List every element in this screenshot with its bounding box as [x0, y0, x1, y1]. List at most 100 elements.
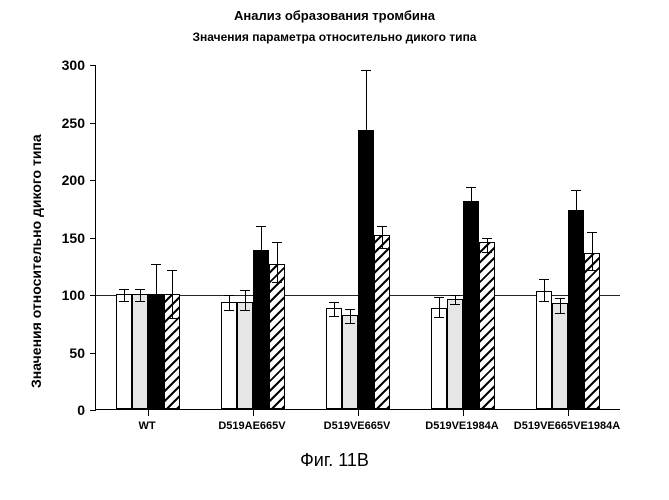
bar: [116, 294, 132, 409]
error-cap: [329, 302, 339, 303]
error-cap: [119, 301, 129, 302]
y-tick-label: 100: [45, 287, 85, 303]
x-tick-label: D519VE665VE1984A: [507, 420, 627, 432]
x-tick-label: WT: [87, 420, 207, 432]
error-cap: [434, 297, 444, 298]
error-cap: [224, 295, 234, 296]
bar: [431, 308, 447, 409]
error-cap: [555, 313, 565, 314]
error-bar: [560, 298, 561, 313]
error-bar: [261, 226, 262, 272]
y-tick-label: 200: [45, 172, 85, 188]
bar: [269, 264, 285, 409]
error-bar: [366, 70, 367, 131]
bar: [326, 308, 342, 409]
error-cap: [450, 304, 460, 305]
error-bar: [245, 290, 246, 310]
error-cap: [256, 272, 266, 273]
error-cap: [135, 289, 145, 290]
x-tick-label: D519VE665V: [297, 420, 417, 432]
bar: [148, 294, 164, 409]
bar: [342, 315, 358, 409]
error-bar: [124, 289, 125, 301]
error-cap: [377, 248, 387, 249]
bar: [237, 302, 253, 409]
error-bar: [382, 226, 383, 248]
chart-container: Анализ образования тромбина Значения пар…: [0, 0, 669, 500]
y-tick: [90, 410, 96, 411]
bar: [536, 291, 552, 409]
error-cap: [587, 270, 597, 271]
figure-caption: Фиг. 11B: [0, 450, 669, 471]
bar: [221, 302, 237, 409]
error-bar: [229, 295, 230, 310]
bar: [374, 235, 390, 409]
y-tick-label: 0: [45, 402, 85, 418]
error-cap: [361, 70, 371, 71]
error-bar: [156, 264, 157, 295]
bar: [132, 294, 148, 409]
error-cap: [571, 190, 581, 191]
error-cap: [539, 301, 549, 302]
error-cap: [377, 226, 387, 227]
x-tick: [148, 410, 149, 416]
error-cap: [119, 289, 129, 290]
y-tick-label: 150: [45, 230, 85, 246]
error-cap: [240, 290, 250, 291]
error-cap: [482, 238, 492, 239]
error-cap: [587, 232, 597, 233]
error-bar: [350, 309, 351, 323]
error-cap: [539, 279, 549, 280]
x-tick: [568, 410, 569, 416]
error-bar: [334, 302, 335, 316]
error-bar: [172, 270, 173, 318]
x-tick: [463, 410, 464, 416]
error-cap: [450, 295, 460, 296]
bar: [253, 250, 269, 409]
x-tick: [253, 410, 254, 416]
error-cap: [224, 310, 234, 311]
error-cap: [167, 318, 177, 319]
error-cap: [167, 270, 177, 271]
error-bar: [471, 187, 472, 202]
error-bar: [455, 295, 456, 304]
x-tick: [358, 410, 359, 416]
y-tick: [90, 353, 96, 354]
y-tick: [90, 65, 96, 66]
y-tick-label: 50: [45, 345, 85, 361]
y-tick: [90, 180, 96, 181]
bar: [552, 303, 568, 409]
error-bar: [487, 238, 488, 253]
error-bar: [592, 232, 593, 270]
error-cap: [345, 309, 355, 310]
error-bar: [277, 242, 278, 282]
error-cap: [555, 298, 565, 299]
error-cap: [151, 264, 161, 265]
bar: [584, 253, 600, 409]
bar: [568, 210, 584, 409]
bar: [358, 130, 374, 409]
error-cap: [434, 317, 444, 318]
error-bar: [140, 289, 141, 301]
bar: [447, 299, 463, 409]
chart-subtitle: Значения параметра относительно дикого т…: [0, 30, 669, 44]
error-bar: [576, 190, 577, 211]
error-cap: [256, 226, 266, 227]
error-cap: [272, 242, 282, 243]
y-axis-label: Значения относительно дикого типа: [28, 134, 44, 388]
error-cap: [272, 282, 282, 283]
y-tick: [90, 123, 96, 124]
plot-area: [95, 65, 620, 410]
error-cap: [466, 187, 476, 188]
error-bar: [544, 279, 545, 301]
bar: [479, 242, 495, 409]
chart-title: Анализ образования тромбина: [0, 8, 669, 23]
y-tick-label: 250: [45, 115, 85, 131]
error-bar: [439, 297, 440, 317]
y-tick-label: 300: [45, 57, 85, 73]
x-tick-label: D519VE1984A: [402, 420, 522, 432]
error-cap: [135, 301, 145, 302]
error-cap: [240, 310, 250, 311]
x-tick-label: D519AE665V: [192, 420, 312, 432]
error-cap: [329, 316, 339, 317]
